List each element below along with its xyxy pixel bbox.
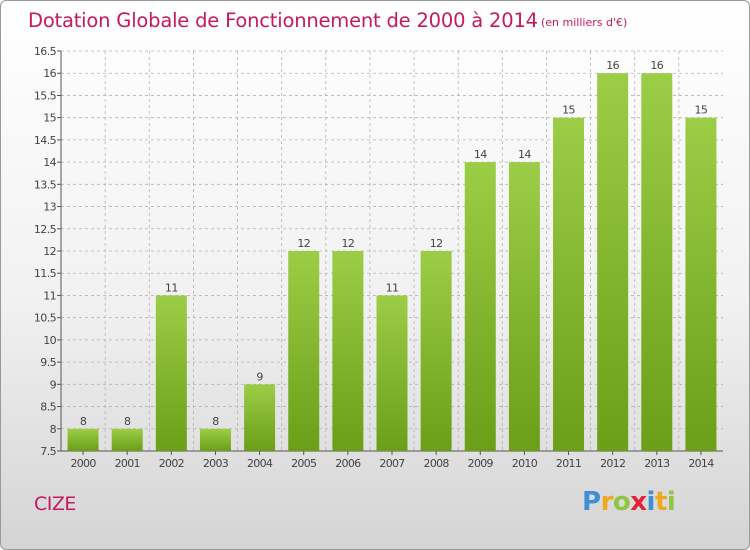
bar <box>111 428 143 451</box>
x-tick-label: 2009 <box>468 457 494 470</box>
x-tick-label: 2005 <box>291 457 317 470</box>
data-label: 15 <box>562 104 575 117</box>
logo-letter: P <box>582 487 601 517</box>
data-label: 14 <box>474 148 487 161</box>
data-labels: 8 8 11 8 9 12 12 11 12 14 14 15 16 16 15 <box>80 59 709 428</box>
y-tick-label: 8.5 <box>40 401 56 414</box>
bar <box>67 428 99 451</box>
y-tick-label: 15 <box>43 112 56 125</box>
y-tick-labels: 7.5 8 8.5 9 9.5 10 10.5 11 11.5 12 12.5 13 13.5 14 14.… <box>34 45 57 458</box>
bar <box>376 295 408 451</box>
bar <box>553 117 585 452</box>
bar <box>199 428 231 451</box>
y-tick-label: 8 <box>50 423 57 436</box>
proxiti-logo: Proxiti <box>582 487 676 517</box>
y-tick-label: 13 <box>43 201 56 214</box>
bar <box>597 73 629 451</box>
x-tick-label: 2001 <box>115 457 140 470</box>
chart-subtitle: (en milliers d'€) <box>541 16 628 29</box>
bar <box>244 384 276 451</box>
x-tick-label: 2003 <box>203 457 229 470</box>
bar <box>288 251 320 451</box>
y-tick-label: 11.5 <box>34 267 57 280</box>
data-label: 11 <box>386 281 399 294</box>
data-label: 8 <box>80 415 87 428</box>
data-label: 12 <box>341 237 354 250</box>
logo-letter: i <box>646 487 656 517</box>
data-label: 12 <box>430 237 443 250</box>
data-label: 8 <box>124 415 131 428</box>
chart-title: Dotation Globale de Fonctionnement de 20… <box>28 9 538 32</box>
bar <box>641 73 673 451</box>
y-tick-label: 16.5 <box>34 45 57 58</box>
y-tick-label: 14.5 <box>34 134 57 147</box>
data-label: 16 <box>606 59 619 72</box>
logo-letter: o <box>612 487 631 517</box>
y-tick-label: 13.5 <box>34 178 57 191</box>
commune-name: CIZE <box>34 493 76 515</box>
logo-letter: r <box>600 487 614 517</box>
y-tick-label: 10 <box>43 334 56 347</box>
bar <box>420 251 452 451</box>
x-tick-label: 2013 <box>644 457 670 470</box>
y-tick-label: 11 <box>43 289 56 302</box>
y-tick-label: 14 <box>43 156 56 169</box>
data-label: 8 <box>212 415 219 428</box>
x-tick-label: 2012 <box>600 457 625 470</box>
data-label: 14 <box>518 148 531 161</box>
x-tick-label: 2004 <box>247 457 273 470</box>
x-tick-label: 2010 <box>512 457 538 470</box>
y-tick-label: 15.5 <box>34 89 57 102</box>
x-tick-label: 2006 <box>335 457 361 470</box>
x-tick-label: 2002 <box>159 457 184 470</box>
y-tick-label: 9.5 <box>40 356 56 369</box>
bar <box>464 162 496 451</box>
logo-letter: t <box>654 487 667 517</box>
bar <box>155 295 187 451</box>
logo-letter: i <box>666 487 676 517</box>
data-label: 11 <box>165 281 178 294</box>
logo-letter: x <box>630 487 647 517</box>
bar <box>685 117 717 452</box>
data-label: 12 <box>297 237 310 250</box>
x-tick-labels: 2000 2001 2002 2003 2004 2005 2006 2007 2008 2009… <box>70 457 714 470</box>
y-tick-label: 10.5 <box>34 312 57 325</box>
x-tick-label: 2007 <box>379 457 405 470</box>
y-tick-label: 9 <box>50 378 57 391</box>
data-label: 16 <box>650 59 663 72</box>
bars <box>67 73 717 452</box>
x-tick-label: 2011 <box>556 457 581 470</box>
bar <box>508 162 540 451</box>
bar <box>332 251 364 451</box>
y-tick-label: 7.5 <box>40 445 56 458</box>
x-tick-label: 2008 <box>424 457 450 470</box>
y-tick-label: 16 <box>43 67 56 80</box>
y-tick-label: 12.5 <box>34 223 57 236</box>
y-tick-label: 12 <box>43 245 56 258</box>
x-tick-label: 2014 <box>688 457 714 470</box>
x-tick-label: 2000 <box>70 457 96 470</box>
data-label: 15 <box>695 104 708 117</box>
data-label: 9 <box>256 370 263 383</box>
